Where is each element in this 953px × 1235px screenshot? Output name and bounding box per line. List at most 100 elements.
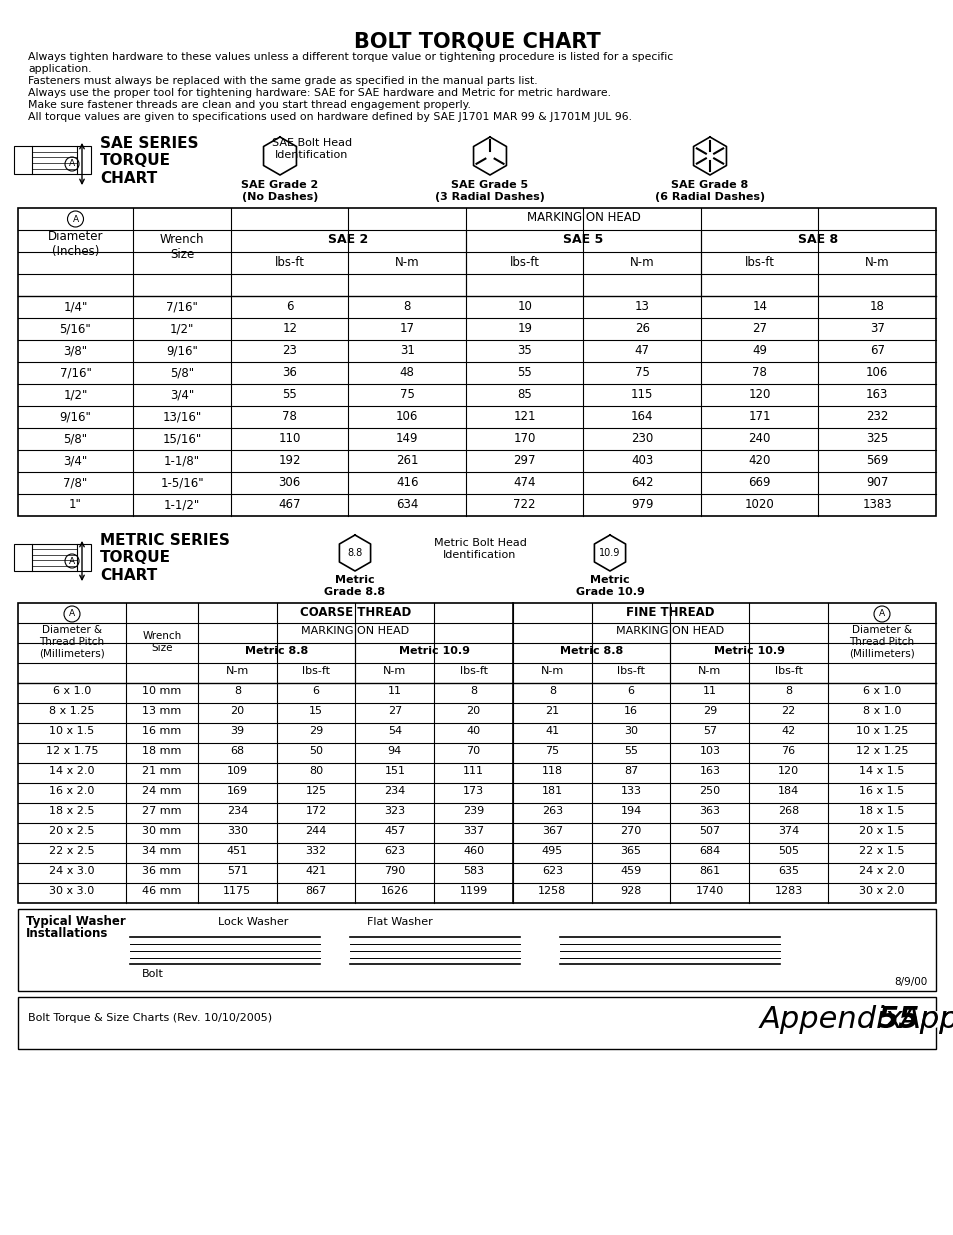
Text: 467: 467 <box>278 498 301 511</box>
Text: 337: 337 <box>462 826 484 836</box>
Text: Appendix: Appendix <box>899 1005 953 1034</box>
Text: 234: 234 <box>384 785 405 797</box>
Text: BOLT TORQUE CHART: BOLT TORQUE CHART <box>354 32 599 52</box>
Text: 109: 109 <box>227 766 248 776</box>
Text: 111: 111 <box>462 766 483 776</box>
Text: 26: 26 <box>634 322 649 335</box>
Text: 118: 118 <box>541 766 562 776</box>
Text: 1258: 1258 <box>537 885 566 897</box>
Text: 7/8": 7/8" <box>63 475 88 489</box>
Text: 20: 20 <box>466 706 480 716</box>
Text: Flat Washer: Flat Washer <box>367 918 433 927</box>
Text: 173: 173 <box>462 785 484 797</box>
Text: 8: 8 <box>403 300 411 312</box>
Text: 21 mm: 21 mm <box>142 766 181 776</box>
Text: 10.9: 10.9 <box>598 548 620 558</box>
Text: 115: 115 <box>630 388 653 401</box>
Text: 8/9/00: 8/9/00 <box>894 977 927 987</box>
Text: 374: 374 <box>778 826 799 836</box>
Text: 55: 55 <box>517 366 532 379</box>
Text: 979: 979 <box>630 498 653 511</box>
Text: 30: 30 <box>623 726 638 736</box>
Text: 24 mm: 24 mm <box>142 785 182 797</box>
Text: 642: 642 <box>630 475 653 489</box>
Text: 1/4": 1/4" <box>63 300 88 312</box>
Text: 16 x 1.5: 16 x 1.5 <box>859 785 903 797</box>
Text: Metric
Grade 8.8: Metric Grade 8.8 <box>324 576 385 597</box>
Text: 306: 306 <box>278 475 300 489</box>
Text: Diameter
(Inches): Diameter (Inches) <box>48 230 103 258</box>
Text: Wrench
Size: Wrench Size <box>142 631 181 652</box>
Text: 120: 120 <box>778 766 799 776</box>
Bar <box>18 909 935 990</box>
Text: 68: 68 <box>230 746 244 756</box>
Text: A: A <box>878 610 884 619</box>
Text: 194: 194 <box>619 806 641 816</box>
Text: 1283: 1283 <box>774 885 801 897</box>
Text: 181: 181 <box>541 785 562 797</box>
Text: 37: 37 <box>869 322 883 335</box>
Text: 125: 125 <box>305 785 326 797</box>
Text: 149: 149 <box>395 432 418 445</box>
Text: 234: 234 <box>227 806 248 816</box>
Text: 8: 8 <box>548 685 556 697</box>
Text: Diameter &
Thread Pitch
(Millimeters): Diameter & Thread Pitch (Millimeters) <box>848 625 914 658</box>
Bar <box>14 146 32 174</box>
Text: N-m: N-m <box>698 666 720 676</box>
Text: 39: 39 <box>230 726 244 736</box>
Text: 505: 505 <box>778 846 799 856</box>
Text: 1-1/8": 1-1/8" <box>164 454 200 467</box>
Text: 75: 75 <box>634 366 649 379</box>
Text: 6 x 1.0: 6 x 1.0 <box>862 685 901 697</box>
Text: SAE 2: SAE 2 <box>328 233 368 246</box>
Text: 27: 27 <box>387 706 401 716</box>
Text: lbs-ft: lbs-ft <box>774 666 801 676</box>
Text: 240: 240 <box>748 432 770 445</box>
Text: Always use the proper tool for tightening hardware: SAE for SAE hardware and Met: Always use the proper tool for tightenin… <box>28 88 610 98</box>
Text: 365: 365 <box>620 846 641 856</box>
Text: 169: 169 <box>227 785 248 797</box>
Text: 3/4": 3/4" <box>63 454 88 467</box>
Text: 121: 121 <box>513 410 536 424</box>
Text: 403: 403 <box>631 454 653 467</box>
Text: Appendix: Appendix <box>760 1005 912 1034</box>
Text: Appendix 55: Appendix 55 <box>899 1005 953 1034</box>
Text: 1-5/16": 1-5/16" <box>160 475 204 489</box>
Text: 151: 151 <box>384 766 405 776</box>
Text: 5/8": 5/8" <box>63 432 88 445</box>
Text: 1199: 1199 <box>459 885 487 897</box>
Text: 261: 261 <box>395 454 418 467</box>
Text: 78: 78 <box>752 366 766 379</box>
Text: 1020: 1020 <box>744 498 774 511</box>
Text: 21: 21 <box>545 706 558 716</box>
Text: 55: 55 <box>623 746 638 756</box>
Text: 20 x 1.5: 20 x 1.5 <box>859 826 903 836</box>
Text: 634: 634 <box>395 498 418 511</box>
Text: 1626: 1626 <box>380 885 409 897</box>
Text: lbs-ft: lbs-ft <box>509 256 539 269</box>
Text: A: A <box>69 159 75 168</box>
Text: 18: 18 <box>869 300 883 312</box>
Text: A: A <box>72 215 78 224</box>
Text: lbs-ft: lbs-ft <box>302 666 330 676</box>
Text: All torque values are given to specifications used on hardware defined by SAE J1: All torque values are given to specifica… <box>28 112 631 122</box>
Text: SAE Grade 2
(No Dashes): SAE Grade 2 (No Dashes) <box>241 180 318 201</box>
Text: 623: 623 <box>384 846 405 856</box>
Text: 583: 583 <box>462 866 484 876</box>
Text: SAE 5: SAE 5 <box>563 233 603 246</box>
Text: Bolt Torque & Size Charts (Rev. 10/10/2005): Bolt Torque & Size Charts (Rev. 10/10/20… <box>28 1013 272 1023</box>
Text: 12: 12 <box>282 322 297 335</box>
Text: 460: 460 <box>462 846 484 856</box>
Text: 14: 14 <box>752 300 766 312</box>
Text: 103: 103 <box>699 746 720 756</box>
Bar <box>18 603 935 903</box>
Text: 22: 22 <box>781 706 795 716</box>
Text: 7/16": 7/16" <box>59 366 91 379</box>
Text: 669: 669 <box>748 475 770 489</box>
Text: 10 x 1.25: 10 x 1.25 <box>855 726 907 736</box>
Text: 75: 75 <box>545 746 558 756</box>
Text: 722: 722 <box>513 498 536 511</box>
Text: 907: 907 <box>865 475 887 489</box>
Text: 230: 230 <box>631 432 653 445</box>
Text: 17: 17 <box>399 322 415 335</box>
